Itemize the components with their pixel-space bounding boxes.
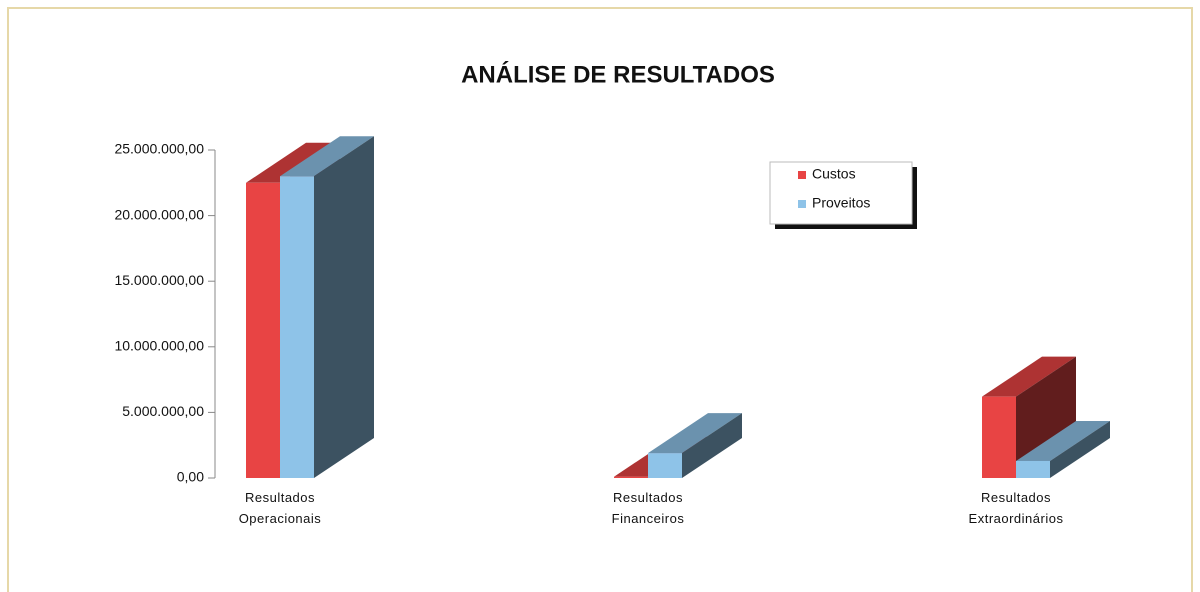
bar-side [1050,420,1110,478]
legend-label: Custos [812,166,856,182]
bar [280,176,314,479]
bar-side [682,413,742,478]
bar [246,182,280,479]
bar [614,476,648,478]
bar-top [982,356,1076,397]
bar-top [280,136,374,177]
y-tick-label: 0,00 [177,469,204,485]
y-tick-label: 20.000.000,00 [114,206,204,222]
legend-label: Proveitos [812,195,870,211]
legend-swatch [798,200,806,208]
x-tick-label: Resultados Extraordinários [968,490,1064,526]
chart-frame [7,7,1193,592]
bar [648,453,682,478]
y-tick-label: 10.000.000,00 [114,338,204,354]
bar [982,396,1016,478]
bar-side [314,136,374,479]
y-tick-label: 5.000.000,00 [122,403,204,419]
bar-top [648,413,742,454]
legend-swatch [798,171,806,179]
y-tick-label: 25.000.000,00 [114,141,204,157]
x-tick-label: Resultados Financeiros [611,490,685,526]
bar-top [1016,420,1110,461]
x-tick-label: Resultados Operacionais [238,490,322,526]
chart-title: ANÁLISE DE RESULTADOS [461,60,775,88]
legend [769,161,913,225]
y-tick-label: 15.000.000,00 [114,272,204,288]
bar [1016,460,1050,478]
